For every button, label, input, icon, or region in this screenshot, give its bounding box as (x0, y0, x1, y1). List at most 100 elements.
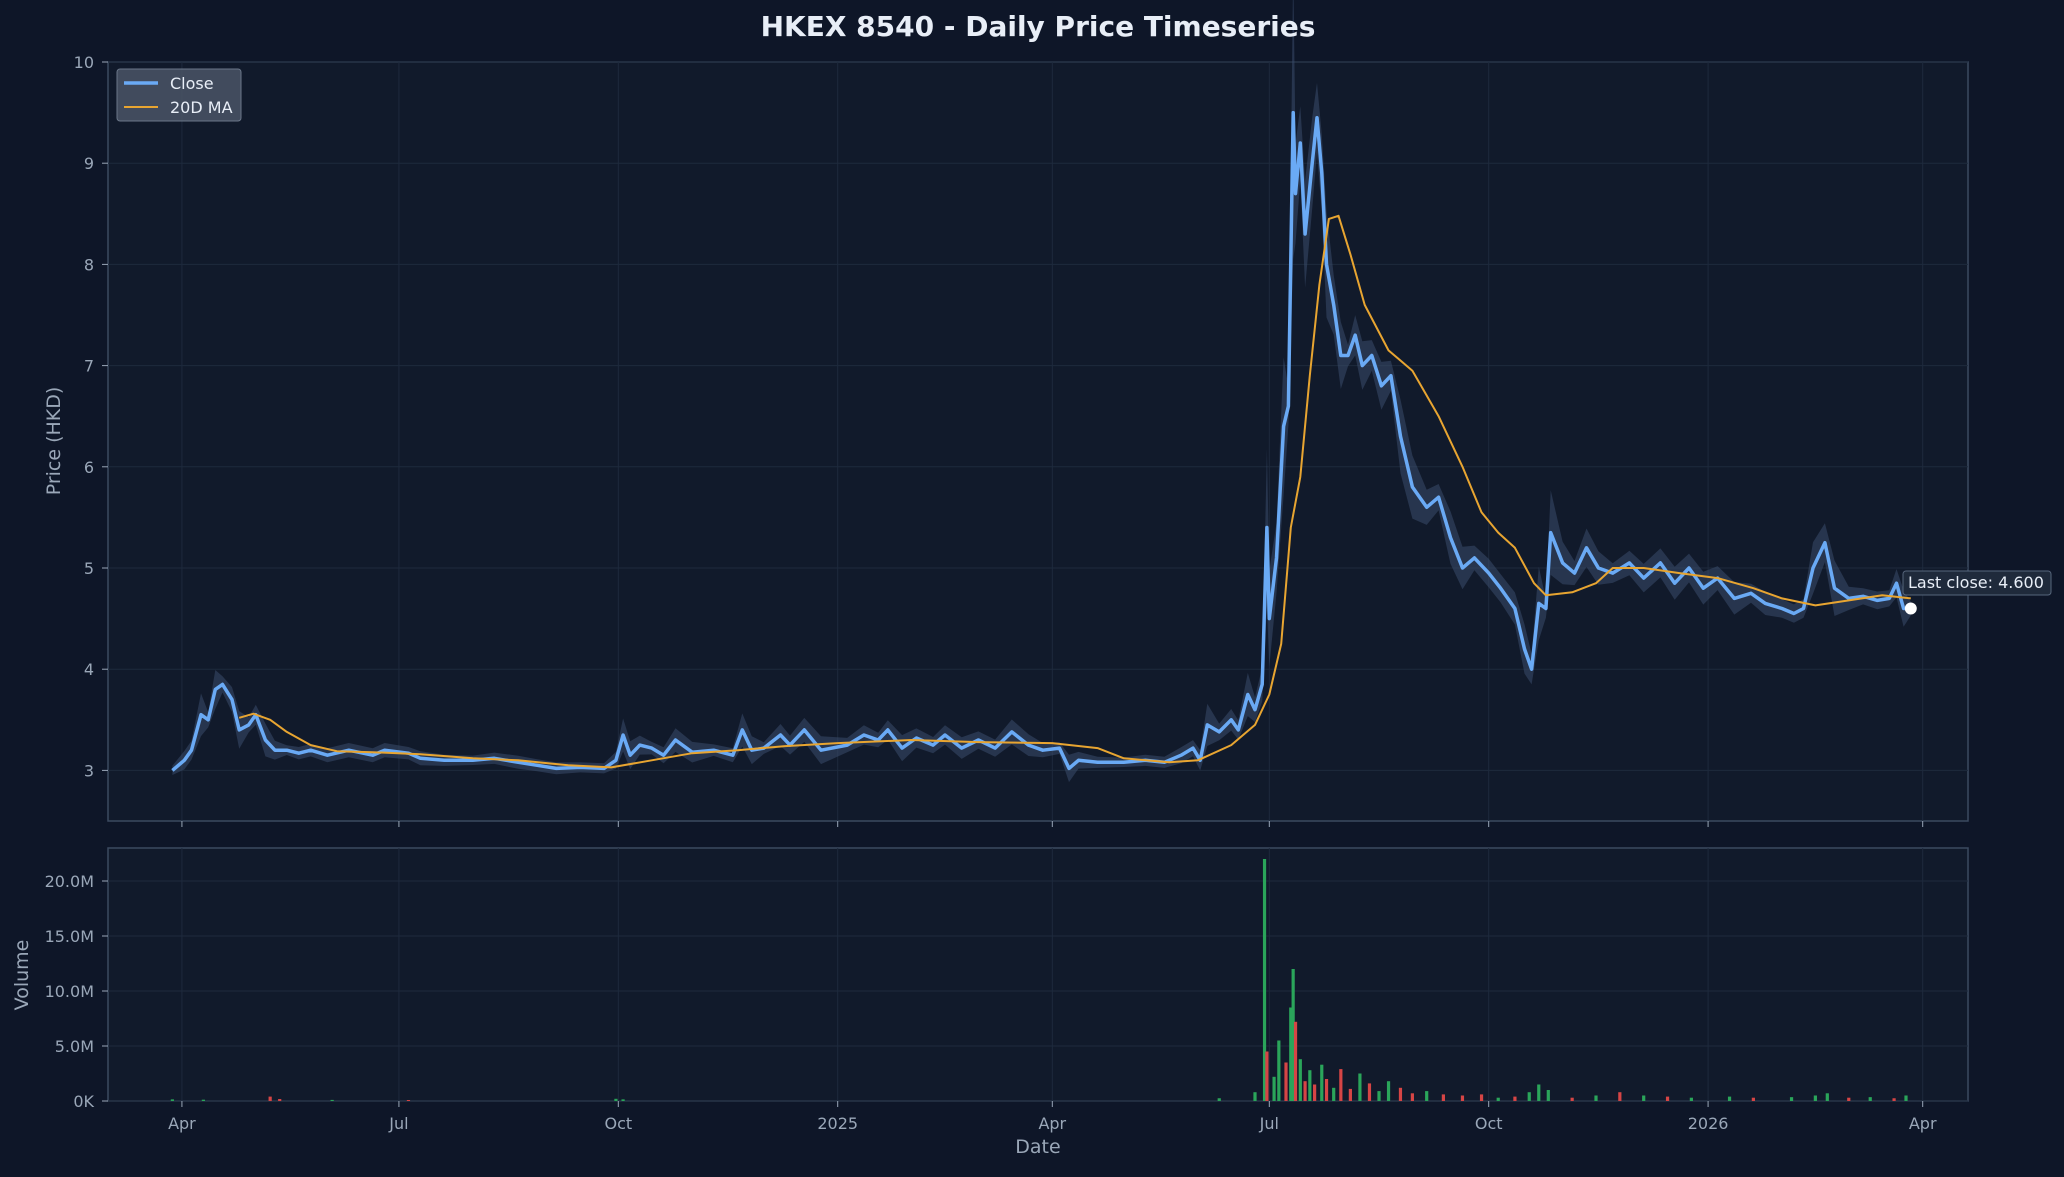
x-tick-label: Apr (168, 1114, 196, 1133)
volume-y-tick-label: 0K (73, 1092, 94, 1111)
volume-bar (1479, 1094, 1484, 1101)
price-gridlines (108, 61, 1968, 821)
price-y-tick-label: 10 (74, 53, 94, 72)
volume-bar (170, 1099, 174, 1101)
volume-bar (1253, 1092, 1257, 1101)
volume-bar (1386, 1081, 1391, 1101)
volume-bar (1892, 1098, 1896, 1101)
volume-bars (170, 859, 1908, 1101)
volume-bar (1367, 1083, 1372, 1101)
volume-y-tick-label: 20.0M (45, 872, 94, 891)
volume-y-tick-label: 15.0M (45, 927, 94, 946)
volume-bar (1377, 1091, 1381, 1101)
volume-bar (1398, 1087, 1403, 1101)
volume-bar (1358, 1073, 1362, 1101)
volume-bar (1284, 1062, 1288, 1101)
x-axis-label: Date (1015, 1136, 1060, 1158)
volume-bar (621, 1099, 625, 1101)
volume-bar (1272, 1076, 1276, 1101)
legend-ma-label: 20D MA (170, 98, 233, 117)
volume-bar (1868, 1097, 1872, 1101)
volume-y-ticks: 0K 5.0M 10.0M 15.0M 20.0M (45, 872, 108, 1111)
x-tick-label: Jul (1259, 1114, 1279, 1133)
volume-plot-area (107, 847, 1969, 1102)
x-axis-ticks: Apr Jul Oct 2025 Apr Jul Oct 2026 Apr (168, 1101, 1937, 1133)
last-close-label: Last close: 4.600 (1908, 573, 2044, 592)
legend: Close 20D MA (116, 68, 242, 122)
price-y-tick-label: 3 (84, 761, 94, 780)
last-close-box (1902, 570, 2052, 596)
volume-bar (1291, 969, 1295, 1101)
volume-bar (1546, 1090, 1550, 1101)
volume-y-tick-label: 5.0M (55, 1037, 94, 1056)
x-tick-label: Apr (1909, 1114, 1937, 1133)
legend-close-label: Close (170, 74, 214, 93)
price-y-tick-label: 8 (84, 255, 94, 274)
price-lines (171, 110, 1917, 772)
volume-bar (1289, 1007, 1293, 1101)
x-tick-label: 2025 (817, 1114, 858, 1133)
volume-bar (278, 1099, 282, 1101)
volume-bar (268, 1096, 272, 1101)
volume-bar (1262, 859, 1267, 1101)
volume-bar (1313, 1084, 1317, 1101)
volume-bar (1594, 1095, 1598, 1101)
volume-bar (1339, 1069, 1343, 1101)
price-plot-area (107, 61, 1969, 822)
volume-bar (1825, 1093, 1829, 1101)
volume-bar (201, 1099, 205, 1101)
volume-gridlines (108, 848, 1968, 1102)
price-y-tick-label: 4 (84, 660, 94, 679)
ma-series-line (238, 214, 1911, 769)
volume-bar (1308, 1070, 1312, 1101)
volume-bar (406, 1100, 411, 1101)
volume-bar (1751, 1097, 1755, 1101)
volume-y-axis-label: Volume (11, 940, 33, 1011)
last-close-marker (1904, 602, 1917, 615)
volume-bar (1265, 1051, 1269, 1101)
volume-bar (1618, 1092, 1622, 1101)
x-tick-label: 2026 (1688, 1114, 1729, 1133)
x-tick-label: Oct (1475, 1114, 1503, 1133)
volume-bar (614, 1098, 618, 1101)
volume-bar (1303, 1081, 1307, 1101)
volume-bar (1665, 1096, 1670, 1101)
volume-bar (1689, 1097, 1693, 1101)
volume-bar (1320, 1064, 1324, 1101)
price-y-tick-label: 9 (84, 154, 94, 173)
volume-bar (1332, 1087, 1336, 1101)
volume-bar (1642, 1095, 1646, 1101)
x-tick-label: Apr (1038, 1114, 1066, 1133)
volume-bar (1570, 1097, 1574, 1101)
last-close-annotation: Last close: 4.600 (1902, 570, 2052, 596)
volume-bar (1727, 1096, 1732, 1101)
volume-bar (1324, 1079, 1329, 1101)
price-y-tick-label: 7 (84, 357, 94, 376)
volume-bar (1293, 1021, 1298, 1101)
volume-bar (1410, 1093, 1414, 1101)
volume-bar (1789, 1097, 1794, 1101)
volume-bar (1847, 1097, 1851, 1101)
price-y-tick-label: 5 (84, 559, 94, 578)
price-y-ticks: 3 4 5 6 7 8 9 10 (74, 53, 108, 780)
volume-bar (1813, 1095, 1817, 1101)
volume-bar (1513, 1096, 1517, 1101)
volume-bar (1348, 1088, 1352, 1101)
price-x-tickmarks (181, 821, 1924, 827)
price-y-tick-label: 6 (84, 458, 94, 477)
x-tick-label: Jul (388, 1114, 408, 1133)
chart-title: HKEX 8540 - Daily Price Timeseries (761, 10, 1316, 43)
volume-bar (330, 1099, 334, 1101)
volume-bar (1277, 1040, 1281, 1101)
volume-bar (1527, 1092, 1531, 1101)
volume-bar (1441, 1094, 1445, 1101)
price-y-axis-label: Price (HKD) (43, 387, 65, 496)
volume-bar (1217, 1098, 1221, 1101)
volume-bar (1298, 1059, 1302, 1101)
volume-bar (1460, 1095, 1465, 1101)
volume-bar (1904, 1095, 1908, 1101)
volume-y-tick-label: 10.0M (45, 982, 94, 1001)
volume-bar (1537, 1084, 1541, 1101)
